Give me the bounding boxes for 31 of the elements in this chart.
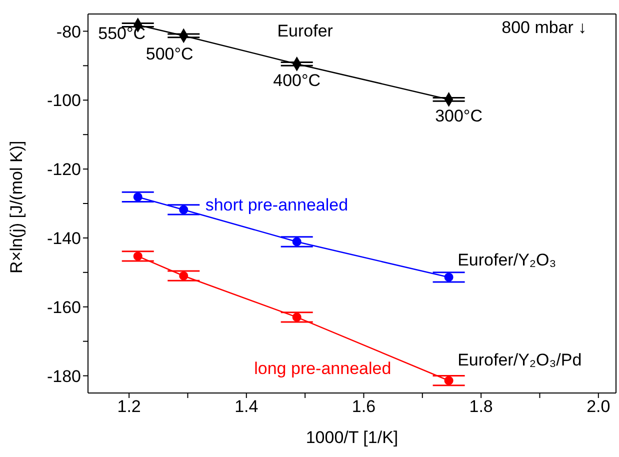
y-tick-label: -80 [56, 22, 81, 42]
series-label: Eurofer/Y₂O₃ [458, 250, 556, 270]
point [133, 252, 142, 261]
x-tick-label: 1.6 [352, 397, 376, 416]
annotation: long pre-annealed [254, 359, 392, 378]
point [179, 271, 188, 280]
y-axis-title: R×ln(j) [J/(mol K)] [7, 140, 26, 274]
y-tick-label: -180 [46, 366, 81, 386]
point [292, 312, 302, 322]
x-tick-label: 1.8 [469, 397, 493, 416]
annotation: 550°C [98, 24, 146, 44]
series-label: Eurofer [277, 21, 334, 40]
x-tick-label: 1.4 [234, 397, 258, 416]
annotation: 800 mbar ↓ [502, 18, 587, 37]
point [292, 237, 302, 246]
y-tick-label: -100 [46, 91, 81, 110]
point [444, 376, 454, 386]
point [133, 192, 142, 202]
point [179, 205, 188, 214]
x-tick-label: 1.2 [117, 397, 141, 416]
x-tick-label: 2.0 [586, 397, 610, 416]
y-tick-label: -160 [46, 298, 81, 317]
series-label: Eurofer/Y₂O₃/Pd [458, 350, 582, 370]
annotation: 500°C [146, 44, 194, 64]
annotation: 400°C [273, 70, 321, 90]
y-tick-label: -120 [46, 160, 81, 180]
annotation: 300°C [435, 106, 483, 126]
annotation: short pre-annealed [205, 195, 348, 214]
point [444, 272, 454, 282]
x-axis-title: 1000/T [1/K] [306, 428, 398, 447]
y-tick-label: -140 [46, 228, 81, 248]
